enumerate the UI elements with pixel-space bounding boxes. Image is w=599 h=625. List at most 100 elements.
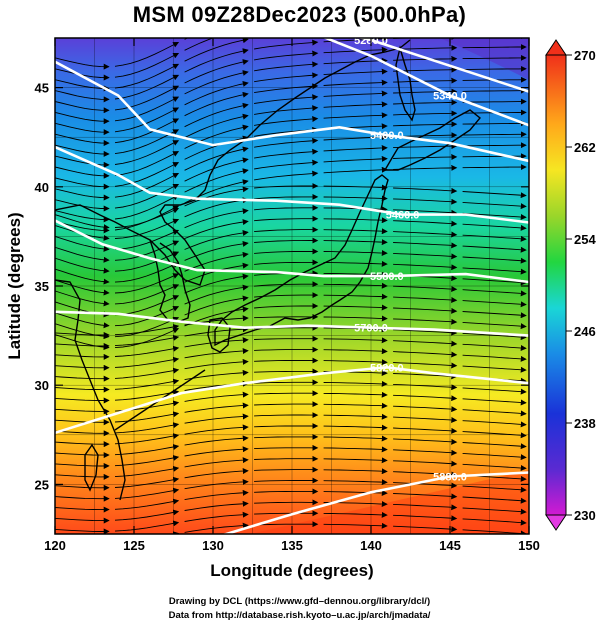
contour-label: 5460.0 <box>386 210 420 222</box>
streamline <box>323 260 388 267</box>
streamline <box>184 157 249 182</box>
streamline <box>114 433 180 445</box>
streamline <box>462 529 527 534</box>
streamline <box>254 115 319 126</box>
streamline <box>254 346 319 353</box>
streamline <box>184 113 249 139</box>
streamline <box>323 217 388 224</box>
streamline <box>393 187 458 194</box>
streamline <box>393 198 458 205</box>
streamline <box>114 367 180 379</box>
streamline <box>114 52 180 78</box>
streamline <box>184 273 249 294</box>
streamline <box>393 340 458 347</box>
streamline <box>254 466 319 473</box>
contour-label: 5700.0 <box>354 323 388 335</box>
streamline <box>393 88 458 95</box>
streamline <box>55 79 110 92</box>
streamline <box>323 511 388 518</box>
streamline <box>184 251 249 272</box>
streamline <box>393 329 458 336</box>
streamline <box>114 316 180 338</box>
streamline <box>393 296 458 303</box>
streamline <box>462 507 527 515</box>
contour-label: 5580.0 <box>370 271 404 283</box>
streamline <box>55 528 110 534</box>
streamline <box>254 105 319 115</box>
streamline <box>114 465 180 478</box>
streamline <box>393 351 458 358</box>
streamline <box>323 315 388 322</box>
streamline <box>324 6 387 9</box>
streamline <box>323 79 388 86</box>
streamline <box>462 420 527 428</box>
streamline <box>114 327 180 349</box>
streamline <box>462 223 527 231</box>
streamline <box>114 476 180 488</box>
colorbar-min-arrow <box>545 514 567 531</box>
x-tick-label: 150 <box>518 538 540 553</box>
streamline <box>393 471 458 478</box>
streamline <box>254 510 319 517</box>
credit-drawing: Drawing by DCL (https://www.gfd–dennou.o… <box>168 596 431 607</box>
coastline-japan-honshu <box>214 174 389 347</box>
colorbar-tick-label: 230 <box>574 508 596 523</box>
streamline <box>254 204 319 211</box>
streamline <box>393 416 458 423</box>
streamline <box>55 155 110 168</box>
streamline <box>254 20 317 27</box>
streamline <box>393 285 458 293</box>
streamline <box>462 321 527 330</box>
streamline <box>184 369 249 381</box>
streamline <box>254 477 319 484</box>
streamline <box>393 77 458 84</box>
streamline <box>184 435 249 446</box>
streamline <box>462 431 527 439</box>
streamline <box>254 72 319 83</box>
streamline <box>184 326 249 337</box>
streamline <box>393 220 458 227</box>
streamline <box>254 137 319 148</box>
streamline <box>55 133 110 147</box>
streamline <box>184 511 249 522</box>
streamline <box>184 284 249 305</box>
credit-data: Data from http://database.rish.kyoto–u.a… <box>168 610 431 621</box>
streamline <box>323 134 388 141</box>
streamline <box>254 159 319 170</box>
streamline <box>114 251 180 272</box>
streamline <box>114 284 180 305</box>
streamline <box>184 348 249 359</box>
streamline <box>184 457 249 468</box>
streamline <box>114 183 180 209</box>
streamline <box>114 305 180 327</box>
streamline <box>323 239 388 246</box>
streamline <box>254 521 319 528</box>
streamline <box>462 518 527 526</box>
streamline <box>184 402 249 413</box>
streamline <box>323 522 388 529</box>
streamline <box>393 231 458 238</box>
streamline <box>323 184 388 191</box>
coastline-taiwan <box>84 443 99 492</box>
streamline <box>393 383 458 391</box>
streamline <box>55 495 110 502</box>
streamline <box>55 177 110 190</box>
streamline <box>55 408 110 415</box>
streamline <box>393 405 458 413</box>
streamline <box>55 257 110 274</box>
streamline <box>323 112 388 119</box>
streamline <box>462 54 527 61</box>
x-tick-label: 130 <box>202 538 224 553</box>
streamline <box>55 334 110 351</box>
contour-line <box>356 38 529 93</box>
streamline <box>462 245 527 253</box>
streamline <box>323 101 388 108</box>
streamline <box>254 170 319 181</box>
streamline <box>114 129 180 155</box>
streamline <box>323 195 388 202</box>
streamline <box>114 444 180 456</box>
streamline <box>323 90 388 97</box>
contour-line <box>55 219 529 284</box>
streamline <box>184 219 249 240</box>
streamline <box>55 290 110 307</box>
